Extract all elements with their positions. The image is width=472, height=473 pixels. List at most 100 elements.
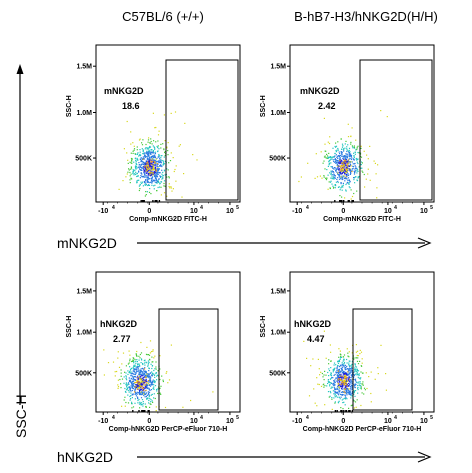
data-point xyxy=(146,346,148,348)
data-point xyxy=(132,379,134,381)
data-point xyxy=(168,185,170,188)
data-point xyxy=(329,385,331,387)
data-point xyxy=(334,388,336,391)
data-point xyxy=(319,374,321,376)
y-marker-arrow xyxy=(16,64,24,405)
data-point xyxy=(357,384,359,387)
data-point xyxy=(143,379,145,381)
data-point xyxy=(163,180,166,182)
data-point xyxy=(341,185,343,187)
data-point xyxy=(354,383,356,385)
data-point xyxy=(150,138,152,140)
data-point xyxy=(117,386,120,388)
data-point xyxy=(333,156,335,158)
data-point xyxy=(339,173,341,175)
data-point xyxy=(347,159,350,161)
data-point xyxy=(138,366,140,368)
data-point xyxy=(144,183,146,185)
data-point xyxy=(361,392,363,394)
data-point xyxy=(153,374,156,376)
data-point xyxy=(348,407,350,409)
data-point xyxy=(136,379,138,381)
data-point xyxy=(146,354,148,356)
data-point xyxy=(341,378,343,380)
data-point xyxy=(334,384,336,386)
data-point xyxy=(139,184,141,186)
data-point xyxy=(139,177,141,179)
data-point xyxy=(342,200,344,202)
data-point xyxy=(141,392,143,394)
data-point xyxy=(355,383,357,385)
data-point xyxy=(138,171,140,173)
data-point xyxy=(131,378,133,380)
data-point xyxy=(153,384,155,386)
data-point xyxy=(343,175,345,177)
data-point xyxy=(349,181,351,183)
data-point xyxy=(140,378,142,380)
data-point xyxy=(139,384,141,386)
data-point xyxy=(150,156,152,158)
data-point xyxy=(125,391,127,393)
data-point xyxy=(352,163,354,165)
data-point xyxy=(344,391,346,393)
data-point xyxy=(330,372,332,374)
data-point xyxy=(148,388,150,390)
data-point xyxy=(339,163,342,165)
data-point xyxy=(135,387,137,390)
data-point xyxy=(158,178,160,180)
data-point xyxy=(154,175,156,177)
data-point xyxy=(146,164,148,166)
data-point xyxy=(347,136,350,138)
data-point xyxy=(112,361,115,363)
data-point xyxy=(345,410,347,412)
data-point xyxy=(151,174,153,176)
data-point xyxy=(356,172,358,174)
data-point xyxy=(145,393,147,396)
data-point xyxy=(140,341,142,344)
data-point xyxy=(355,370,357,372)
data-point xyxy=(135,360,137,362)
data-point xyxy=(143,181,145,183)
data-point xyxy=(152,172,154,174)
data-point xyxy=(338,168,340,170)
data-point xyxy=(136,166,138,168)
x-tick-label: 10 xyxy=(420,208,428,215)
data-point xyxy=(135,165,137,167)
data-point xyxy=(351,388,353,390)
data-point xyxy=(127,383,129,385)
data-point xyxy=(133,370,135,373)
data-point xyxy=(149,165,151,167)
data-point xyxy=(138,403,141,405)
data-point xyxy=(149,142,151,144)
data-point xyxy=(154,368,156,370)
data-point xyxy=(144,173,146,175)
data-point xyxy=(131,383,133,385)
data-point xyxy=(148,370,150,372)
data-point xyxy=(343,149,345,151)
data-point xyxy=(148,391,151,393)
data-point xyxy=(348,182,350,184)
data-point xyxy=(343,366,346,368)
data-point xyxy=(329,344,331,346)
data-point xyxy=(131,401,133,403)
data-point xyxy=(351,158,353,161)
data-point xyxy=(356,373,358,375)
data-point xyxy=(134,157,136,160)
data-point xyxy=(114,375,116,377)
data-point xyxy=(340,167,342,169)
data-point xyxy=(140,200,142,202)
data-point xyxy=(133,388,135,390)
data-point xyxy=(152,379,154,381)
data-point xyxy=(348,351,350,353)
data-point xyxy=(337,375,339,377)
data-point xyxy=(333,386,335,388)
data-point xyxy=(344,177,346,180)
data-point xyxy=(151,373,154,375)
data-point xyxy=(152,150,155,152)
data-point xyxy=(333,176,335,178)
data-point xyxy=(140,369,142,372)
data-point xyxy=(126,387,128,389)
data-point xyxy=(350,395,352,397)
data-point xyxy=(357,162,359,165)
data-point xyxy=(148,182,150,184)
